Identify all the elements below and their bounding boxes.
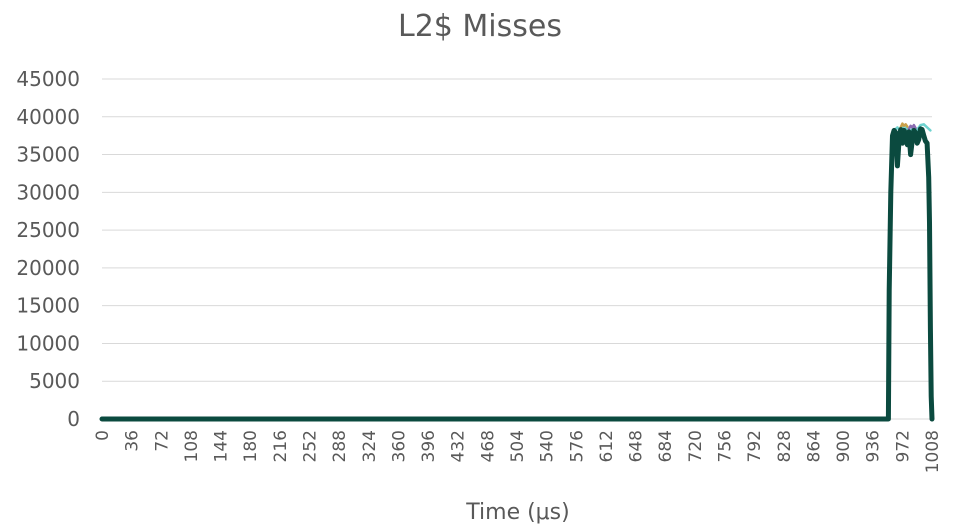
x-tick-label-180: 180 (241, 430, 261, 462)
x-tick-label-612: 612 (597, 430, 617, 462)
x-axis-tick-labels: 0 36 72 108 144 180 216 252 288 324 360 396 432 468 50… (93, 430, 943, 473)
x-tick-label-0: 0 (93, 430, 113, 441)
x-tick-label-936: 936 (864, 430, 884, 462)
y-tick-label-5000: 5000 (29, 369, 80, 393)
x-tick-label-108: 108 (182, 430, 202, 462)
y-tick-label-40000: 40000 (16, 105, 80, 129)
y-axis-tick-labels: 0 5000 10000 15000 20000 25000 30000 35000 40000… (16, 67, 80, 431)
series-line-accent (899, 122, 909, 129)
x-tick-label-720: 720 (686, 430, 706, 462)
x-tick-label-144: 144 (212, 430, 232, 462)
gridlines (102, 78, 932, 382)
x-tick-label-360: 360 (389, 430, 409, 462)
x-tick-label-900: 900 (834, 430, 854, 462)
x-tick-label-72: 72 (152, 430, 172, 452)
x-axis-label: Time (μs) (465, 500, 569, 525)
series-line-accent2 (907, 123, 917, 131)
x-tick-label-864: 864 (804, 430, 824, 462)
x-tick-label-540: 540 (538, 430, 558, 462)
x-tick-label-1008: 1008 (923, 430, 943, 473)
x-tick-label-792: 792 (745, 430, 765, 462)
y-tick-label-0: 0 (67, 407, 80, 431)
x-tick-label-576: 576 (567, 430, 587, 462)
y-tick-label-30000: 30000 (16, 180, 80, 204)
y-tick-label-35000: 35000 (16, 143, 80, 167)
x-tick-label-36: 36 (123, 430, 143, 452)
x-tick-label-504: 504 (508, 430, 528, 462)
y-tick-label-20000: 20000 (16, 256, 80, 280)
x-tick-label-468: 468 (478, 430, 498, 462)
x-tick-label-216: 216 (271, 430, 291, 462)
series-lines (99, 122, 935, 422)
x-tick-label-288: 288 (330, 430, 350, 462)
x-tick-label-324: 324 (360, 430, 380, 462)
y-tick-label-15000: 15000 (16, 294, 80, 318)
y-tick-label-10000: 10000 (16, 331, 80, 355)
x-tick-label-648: 648 (627, 430, 647, 462)
x-tick-label-828: 828 (775, 430, 795, 462)
y-tick-label-25000: 25000 (16, 218, 80, 242)
x-tick-label-756: 756 (716, 430, 736, 462)
x-tick-label-396: 396 (419, 430, 439, 462)
x-tick-label-252: 252 (301, 430, 321, 462)
y-tick-label-45000: 45000 (16, 67, 80, 91)
series-line-main (99, 126, 935, 422)
chart-title: L2$ Misses (398, 9, 562, 44)
x-tick-label-684: 684 (656, 430, 676, 462)
x-tick-label-972: 972 (893, 430, 913, 462)
x-tick-label-432: 432 (449, 430, 469, 462)
